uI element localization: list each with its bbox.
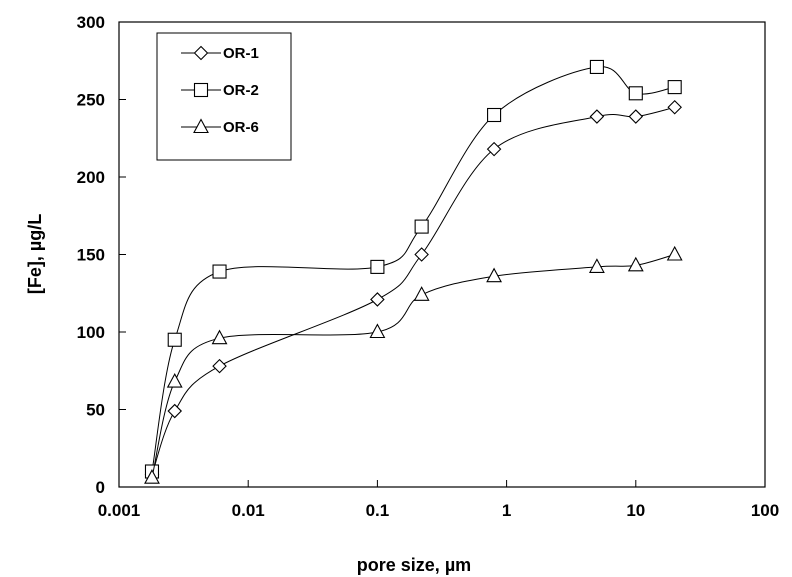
- x-tick-label: 1: [502, 501, 511, 520]
- data-point-or-1: [628, 109, 644, 124]
- data-point-or-2: [414, 219, 429, 234]
- data-point-or-6: [627, 256, 644, 272]
- data-point-or-1: [370, 292, 385, 307]
- data-point-or-6: [211, 329, 228, 345]
- y-tick-label: 100: [77, 323, 105, 342]
- x-tick-label: 0.001: [98, 501, 141, 520]
- data-point-or-6: [486, 267, 503, 283]
- y-axis-title: [Fe], µg/L: [25, 214, 45, 294]
- data-point-or-6: [369, 323, 386, 339]
- series-line-or-2: [151, 66, 675, 472]
- x-axis: 0.001 0.01 0.1 1 10 100: [98, 480, 779, 520]
- series-line-or-1: [151, 106, 675, 475]
- x-axis-title: pore size, µm: [357, 555, 471, 575]
- legend-item-or-1: OR-1: [181, 45, 259, 62]
- legend-label: OR-6: [223, 119, 259, 136]
- y-tick-label: 300: [77, 13, 105, 32]
- series-line-or-6: [151, 254, 675, 478]
- x-tick-label: 10: [626, 501, 645, 520]
- data-point-or-6: [144, 469, 160, 484]
- data-point-or-2: [487, 107, 502, 123]
- series-or-2: [144, 59, 682, 479]
- data-point-or-2: [212, 264, 227, 279]
- data-point-or-2: [167, 332, 182, 347]
- x-tick-label: 0.01: [232, 501, 265, 520]
- data-point-or-1: [167, 403, 183, 419]
- legend-label: OR-1: [223, 45, 259, 62]
- legend-item-or-2: OR-2: [181, 82, 259, 99]
- legend-marker-or-2: [193, 82, 209, 98]
- data-point-or-6: [588, 258, 605, 273]
- plot-area: [144, 59, 683, 484]
- y-tick-label: 200: [77, 168, 105, 187]
- data-point-or-1: [486, 141, 502, 157]
- data-point-or-2: [589, 59, 604, 75]
- legend-label: OR-2: [223, 82, 259, 99]
- data-point-or-2: [370, 259, 385, 274]
- y-tick-label: 250: [77, 91, 105, 110]
- legend-marker-or-6: [193, 118, 209, 134]
- data-point-or-1: [667, 99, 682, 115]
- x-tick-label: 0.1: [366, 501, 390, 520]
- y-tick-label: 150: [77, 246, 105, 265]
- data-point-or-6: [166, 372, 183, 388]
- data-point-or-1: [589, 109, 605, 124]
- legend-marker-or-1: [193, 45, 209, 61]
- data-point-or-1: [212, 358, 227, 374]
- data-point-or-6: [666, 245, 683, 261]
- data-point-or-6: [413, 286, 430, 301]
- y-axis: 0 50 100 150 200 250 300: [77, 13, 126, 497]
- x-tick-label: 100: [751, 501, 779, 520]
- legend-item-or-6: OR-6: [181, 118, 259, 136]
- data-point-or-2: [628, 86, 643, 101]
- y-tick-label: 0: [96, 478, 105, 497]
- legend-box: [156, 32, 292, 161]
- series-or-6: [144, 245, 683, 484]
- y-tick-label: 50: [86, 401, 105, 420]
- data-point-or-1: [414, 247, 429, 262]
- legend: OR-1 OR-2 OR-6: [156, 32, 292, 161]
- data-point-or-2: [667, 80, 682, 95]
